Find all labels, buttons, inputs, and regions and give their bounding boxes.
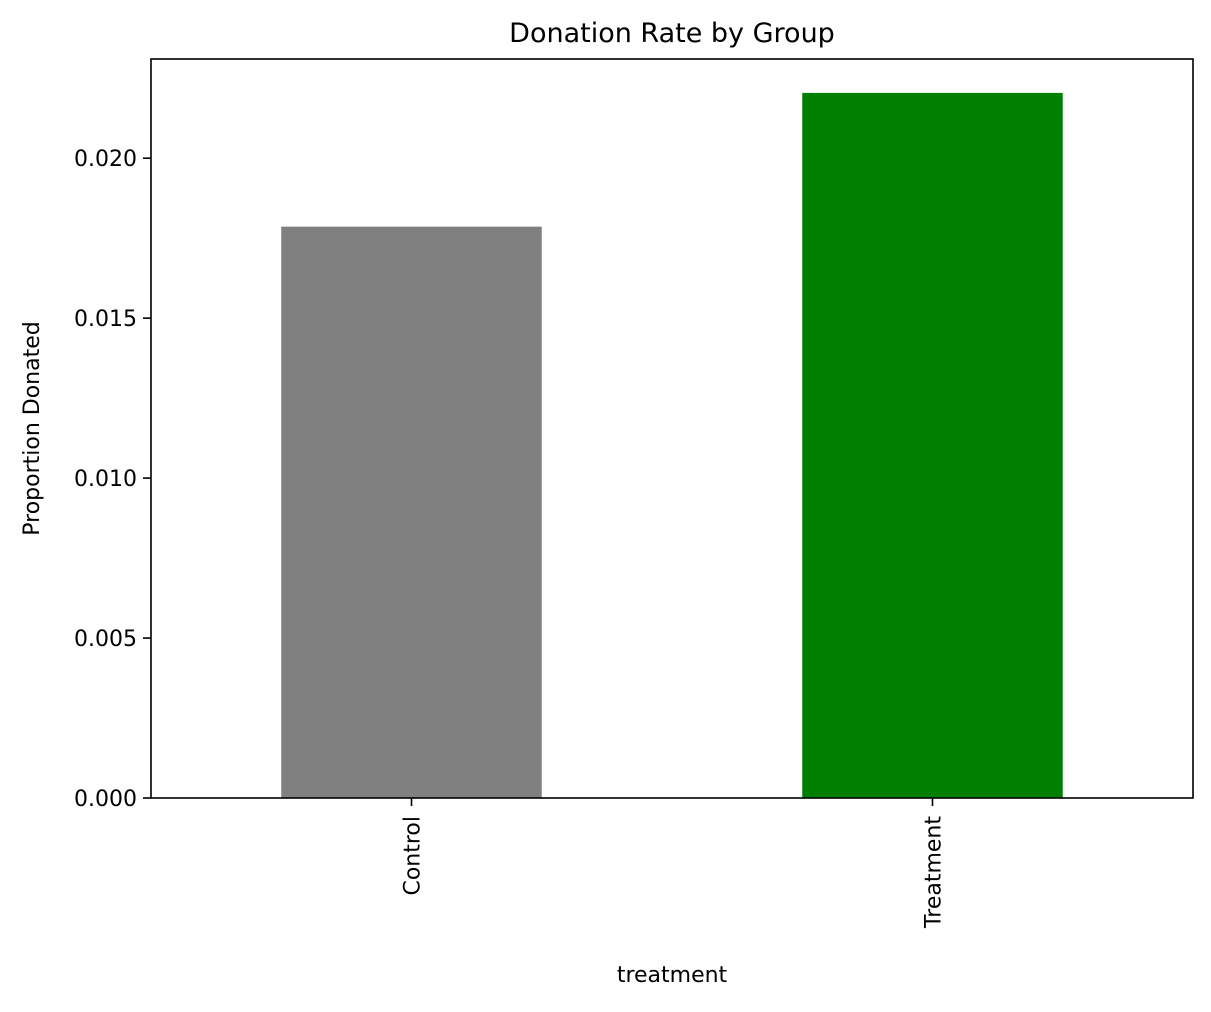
bars-layer [281,92,1063,798]
y-axis: 0.000 0.005 0.010 0.015 0.020 [74,147,151,812]
x-tick-label: Treatment [922,816,947,929]
y-tick-label: 0.010 [74,467,137,492]
y-tick-label: 0.015 [74,307,137,332]
x-axis: Control Treatment [401,798,947,929]
y-tick-label: 0.000 [74,787,137,812]
plot-area-frame [150,58,1194,799]
y-tick-label: 0.020 [74,147,137,172]
y-axis-title: Proportion Donated [20,321,45,535]
chart-title: Donation Rate by Group [509,18,835,49]
x-axis-title: treatment [617,963,728,988]
x-tick-label: Control [401,816,426,896]
bar-treatment [802,92,1063,798]
y-tick-label: 0.005 [74,627,137,652]
bar-control [281,226,542,798]
